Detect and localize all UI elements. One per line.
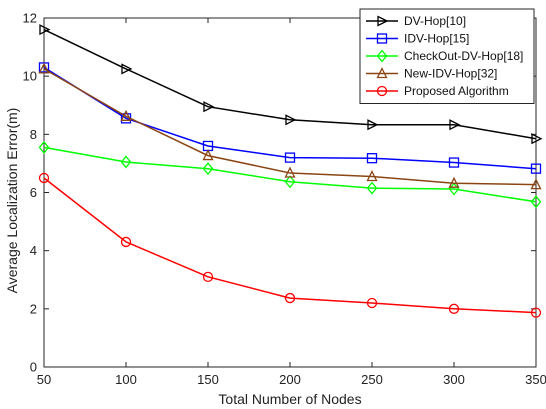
y-tick-label: 4 xyxy=(30,243,37,258)
legend-item: IDV-Hop[15] xyxy=(366,32,469,46)
data-point xyxy=(284,152,296,163)
x-tick-label: 100 xyxy=(115,372,137,387)
series-2 xyxy=(38,62,542,174)
series-4 xyxy=(38,62,542,190)
data-point xyxy=(202,162,214,176)
data-point xyxy=(284,175,296,189)
data-point xyxy=(284,166,296,178)
data-point xyxy=(203,101,215,113)
series-line xyxy=(43,177,537,314)
legend-item: DV-Hop[10] xyxy=(366,14,466,28)
data-point xyxy=(284,292,296,304)
legend-marker xyxy=(376,49,388,63)
data-point xyxy=(120,236,132,248)
legend-item: CheckOut-DV-Hop[18] xyxy=(366,49,523,63)
y-axis-title: Average Localization Error(m) xyxy=(4,108,20,294)
legend-marker xyxy=(376,67,388,79)
data-point xyxy=(448,303,460,314)
data-point xyxy=(366,153,378,164)
legend-item: New-IDV-Hop[32] xyxy=(366,67,497,81)
series-line xyxy=(43,66,537,170)
series-line xyxy=(43,68,537,186)
data-point xyxy=(39,24,51,36)
series-line xyxy=(43,28,537,140)
legend-marker xyxy=(376,33,388,44)
legend-label: DV-Hop[10] xyxy=(404,14,466,28)
x-tick-label: 150 xyxy=(197,372,219,387)
data-point xyxy=(530,163,542,174)
data-point xyxy=(285,114,297,126)
y-tick-label: 8 xyxy=(30,127,37,142)
x-tick-label: 350 xyxy=(525,372,546,387)
y-tick-label: 0 xyxy=(30,360,37,375)
y-tick-label: 2 xyxy=(30,301,37,316)
y-tick-label: 12 xyxy=(23,11,37,26)
series-layer xyxy=(38,24,543,318)
x-tick-label: 250 xyxy=(361,372,383,387)
series-line xyxy=(43,146,537,203)
series-5 xyxy=(38,172,542,318)
data-point xyxy=(38,172,50,184)
data-point xyxy=(530,195,542,209)
data-point xyxy=(202,149,214,161)
data-point xyxy=(120,155,132,169)
series-1 xyxy=(39,24,543,145)
legend-marker xyxy=(376,85,388,97)
data-point xyxy=(121,63,133,75)
data-point xyxy=(449,119,461,131)
legend-label: New-IDV-Hop[32] xyxy=(404,67,497,81)
legend-label: Proposed Algorithm xyxy=(404,84,509,98)
y-tick-label: 6 xyxy=(30,185,37,200)
data-point xyxy=(448,176,460,188)
x-tick-label: 200 xyxy=(279,372,301,387)
axes: 50 100 150 200 250 300 350 0 2 4 6 8 10 12 xyxy=(23,11,546,388)
x-tick-label: 50 xyxy=(37,372,51,387)
x-tick-label: 300 xyxy=(443,372,465,387)
legend-label: CheckOut-DV-Hop[18] xyxy=(404,49,523,63)
data-point xyxy=(120,109,132,121)
x-axis-title: Total Number of Nodes xyxy=(218,391,361,407)
data-point xyxy=(530,178,542,190)
data-point xyxy=(38,140,50,154)
legend-label: IDV-Hop[15] xyxy=(404,32,469,46)
legend-marker xyxy=(377,15,389,27)
data-point xyxy=(530,307,542,318)
legend-item: Proposed Algorithm xyxy=(366,84,509,98)
data-point xyxy=(38,62,50,74)
series-3 xyxy=(38,140,542,209)
legend: DV-Hop[10] IDV-Hop[15] CheckOut-DV-Hop[18]… xyxy=(359,8,535,104)
data-point xyxy=(531,133,543,145)
data-point xyxy=(448,157,460,168)
data-point xyxy=(366,181,378,195)
data-point xyxy=(366,297,378,309)
data-point xyxy=(202,271,214,282)
data-point xyxy=(367,119,379,131)
y-tick-label: 10 xyxy=(23,69,37,84)
data-point xyxy=(366,170,378,182)
